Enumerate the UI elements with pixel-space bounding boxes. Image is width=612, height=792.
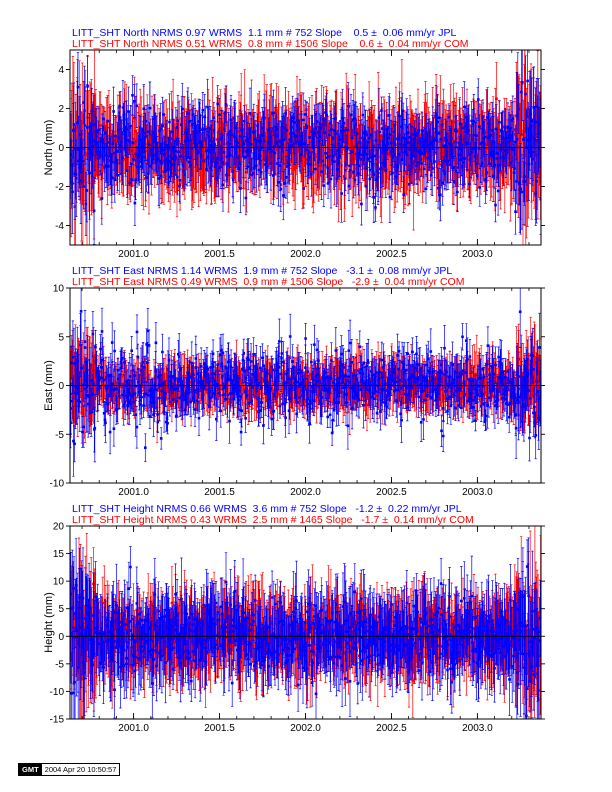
x-tick-label: 2001.0 (118, 723, 149, 734)
y-tick-label: 5 (58, 332, 64, 343)
x-tick-label: 2002.5 (376, 249, 407, 260)
x-tick-label: 2002.0 (290, 249, 321, 260)
series-jpl (70, 288, 541, 477)
y-tick-label: 0 (58, 632, 64, 643)
header-jpl: LITT_SHT Height NRMS 0.66 WRMS 3.6 mm # … (72, 503, 462, 515)
x-tick-label: 2001.5 (204, 249, 235, 260)
x-tick-label: 2002.0 (290, 723, 321, 734)
y-tick-label: 2 (58, 104, 64, 115)
y-tick-label: -15 (50, 715, 65, 726)
y-tick-label: -10 (50, 687, 65, 698)
x-tick-label: 2003.0 (462, 723, 493, 734)
y-axis-label: North (mm) (43, 120, 55, 176)
header-com: LITT_SHT East NRMS 0.49 WRMS 0.9 mm # 15… (72, 276, 464, 288)
y-tick-label: 20 (53, 522, 65, 533)
y-tick-label: -5 (55, 659, 64, 670)
y-axis-label: East (mm) (43, 360, 55, 411)
x-tick-label: 2001.5 (204, 487, 235, 498)
y-tick-label: 4 (58, 65, 64, 76)
y-tick-label: -4 (55, 221, 64, 232)
header-com: LITT_SHT Height NRMS 0.43 WRMS 2.5 mm # … (72, 514, 474, 526)
panel-3: LITT_SHT Height NRMS 0.66 WRMS 3.6 mm # … (43, 503, 545, 734)
gmt-logo: GMT (19, 764, 42, 775)
series-jpl (70, 537, 541, 719)
gmt-timestamp: GMT 2004 Apr 20 10:50:57 (18, 763, 121, 776)
y-tick-label: 5 (58, 604, 64, 615)
x-tick-label: 2002.0 (290, 487, 321, 498)
y-tick-label: -5 (55, 430, 64, 441)
panel-2: LITT_SHT East NRMS 1.14 WRMS 1.9 mm # 75… (43, 265, 545, 498)
header-jpl: LITT_SHT North NRMS 0.97 WRMS 1.1 mm # 7… (72, 27, 456, 39)
y-tick-label: 10 (53, 577, 65, 588)
y-tick-label: -10 (50, 479, 65, 490)
y-axis-label: Height (mm) (43, 592, 55, 653)
y-tick-label: 15 (53, 549, 65, 560)
x-tick-label: 2003.0 (462, 487, 493, 498)
x-tick-label: 2001.0 (118, 487, 149, 498)
x-tick-label: 2002.5 (376, 723, 407, 734)
y-tick-label: -2 (55, 182, 64, 193)
y-tick-label: 0 (58, 143, 64, 154)
header-com: LITT_SHT North NRMS 0.51 WRMS 0.8 mm # 1… (72, 38, 469, 50)
x-tick-label: 2002.5 (376, 487, 407, 498)
y-tick-label: 10 (53, 284, 65, 295)
x-tick-label: 2001.0 (118, 249, 149, 260)
panel-1: LITT_SHT North NRMS 0.97 WRMS 1.1 mm # 7… (43, 27, 545, 260)
error-bars-jpl (70, 537, 541, 719)
y-tick-label: 0 (58, 381, 64, 392)
x-tick-label: 2003.0 (462, 249, 493, 260)
header-jpl: LITT_SHT East NRMS 1.14 WRMS 1.9 mm # 75… (72, 265, 452, 277)
x-tick-label: 2001.5 (204, 723, 235, 734)
timestamp: 2004 Apr 20 10:50:57 (41, 764, 120, 775)
